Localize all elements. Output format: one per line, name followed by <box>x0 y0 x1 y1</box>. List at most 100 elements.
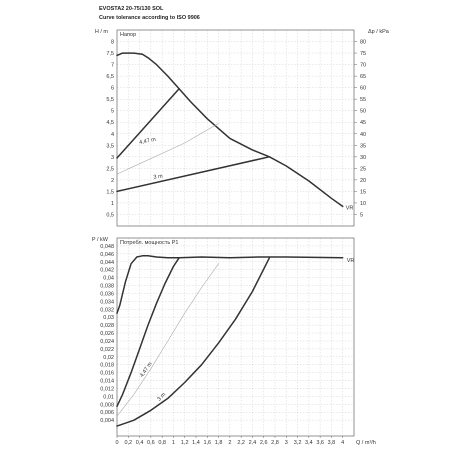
series-line-3-m <box>116 257 271 427</box>
x-tick-label: 3,8 <box>328 440 336 446</box>
y-tick-label: 0,5 <box>106 212 114 218</box>
y2-tick-label: 55 <box>360 97 366 103</box>
x-tick-label: 3,6 <box>316 440 324 446</box>
x-tick-label: 0,2 <box>124 440 132 446</box>
y-tick-label: 3 <box>111 155 114 161</box>
x-tick-label: 1,8 <box>215 440 223 446</box>
y-tick-label: 6,5 <box>106 74 114 80</box>
x-tick-label: 4 <box>341 440 344 446</box>
y-tick-label: 2,5 <box>106 166 114 172</box>
y-tick-label: 0,024 <box>100 339 114 345</box>
y-tick-label: 0,034 <box>100 299 114 305</box>
y2-tick-label: 70 <box>360 63 366 69</box>
y2-tick-label: 5 <box>360 212 363 218</box>
y2-tick-label: 60 <box>360 86 366 92</box>
x-tick-label: 3 <box>285 440 288 446</box>
series-line-curve-1 <box>116 257 180 408</box>
x-tick-label: 2 <box>228 440 231 446</box>
series-line-4-47-m <box>116 263 219 417</box>
series-line-vr <box>116 52 344 208</box>
y-tick-label: 4 <box>111 132 114 138</box>
x-tick-label: 1,6 <box>203 440 211 446</box>
curve-label-4-47m: 4,47 m <box>139 361 154 379</box>
y-tick-label: 0,008 <box>100 402 114 408</box>
y-tick-label: 2 <box>111 178 114 184</box>
y-tick-label: 7,5 <box>106 51 114 57</box>
chart-header-title: EVOSTA2 20-75/130 SOL <box>99 6 164 12</box>
x-tick-label: 0,6 <box>147 440 155 446</box>
y-tick-label: 5,5 <box>106 97 114 103</box>
curve-label-vr: VR <box>347 258 355 264</box>
y-tick-label: 0,046 <box>100 252 114 258</box>
y-tick-label: 1,5 <box>106 189 114 195</box>
x-tick-label: 1,2 <box>181 440 189 446</box>
y2-tick-label: 35 <box>360 143 366 149</box>
y-tick-label: 0,012 <box>100 386 114 392</box>
y2-tick-label: 80 <box>360 40 366 46</box>
y-axis-label: H / m <box>95 29 109 35</box>
y2-tick-label: 40 <box>360 132 366 138</box>
x-tick-label: 2,6 <box>260 440 268 446</box>
y-tick-label: 0,026 <box>100 331 114 337</box>
x-axis-label: Q / m³/h <box>356 440 376 446</box>
y-tick-label: 0,014 <box>100 379 114 385</box>
curve-label-vr: VR <box>346 205 354 211</box>
x-tick-label: 1 <box>172 440 175 446</box>
y-tick-label: 0,03 <box>103 315 114 321</box>
y-tick-label: 8 <box>111 40 114 46</box>
x-tick-label: 1,4 <box>192 440 200 446</box>
panel-title: Напор <box>120 32 136 38</box>
x-tick-label: 0,8 <box>158 440 166 446</box>
x-tick-label: 0,4 <box>136 440 144 446</box>
series-line-vr <box>116 255 344 314</box>
y-tick-label: 0,028 <box>100 323 114 329</box>
y-tick-label: 7 <box>111 63 114 69</box>
x-tick-label: 2,2 <box>237 440 245 446</box>
panel-title: Потребл. мощность P1 <box>120 240 179 246</box>
y2-tick-label: 45 <box>360 120 366 126</box>
y-tick-label: 5 <box>111 109 114 115</box>
curve-label-3m: 3 m <box>156 392 167 403</box>
y-tick-label: 0,038 <box>100 284 114 290</box>
y-tick-label: 0,036 <box>100 291 114 297</box>
y-tick-label: 6 <box>111 86 114 92</box>
y-tick-label: 0,006 <box>100 410 114 416</box>
y-tick-label: 0,022 <box>100 347 114 353</box>
y-tick-label: 4,5 <box>106 120 114 126</box>
y2-tick-label: 10 <box>360 201 366 207</box>
y2-tick-label: 50 <box>360 109 366 115</box>
series-line-4-47-m <box>116 123 219 175</box>
head-chart-panel: 0,5 1 1,5 2 2,5 3 3,5 4 4,5 5 5,5 6 6,5 7 7,5 8 5 10 15 20 2… <box>95 29 390 227</box>
y2-tick-label: 25 <box>360 166 366 172</box>
x-tick-label: 2,4 <box>249 440 257 446</box>
y-tick-label: 0,042 <box>100 268 114 274</box>
y-tick-label: 0,02 <box>103 355 114 361</box>
y-axis-label: P / kW <box>92 237 109 243</box>
x-tick-label: 2,8 <box>271 440 279 446</box>
plot-frame <box>116 29 355 227</box>
y-tick-label: 0,04 <box>103 276 114 282</box>
y2-tick-label: 15 <box>360 189 366 195</box>
y-tick-label: 0,048 <box>100 244 114 250</box>
y-tick-label: 1 <box>111 201 114 207</box>
y-tick-label: 0,01 <box>103 394 114 400</box>
y2-tick-label: 30 <box>360 155 366 161</box>
y2-tick-label: 65 <box>360 74 366 80</box>
y-tick-label: 0,018 <box>100 363 114 369</box>
x-tick-label: 3,2 <box>294 440 302 446</box>
y2-axis-label: Δp / kPa <box>368 29 390 35</box>
y-tick-label: 3,5 <box>106 143 114 149</box>
y2-tick-label: 75 <box>360 51 366 57</box>
curve-label-4-47m: 4,47 m <box>139 137 157 146</box>
y-tick-label: 0,004 <box>100 418 114 424</box>
y-tick-label: 0,016 <box>100 371 114 377</box>
y-tick-label: 0,044 <box>100 260 114 266</box>
x-tick-label: 3,4 <box>305 440 313 446</box>
chart-header-subtitle: Curve tolerance according to ISO 9906 <box>99 15 200 21</box>
plot-frame <box>116 237 355 437</box>
series-line-3-m <box>116 156 271 193</box>
series-line-curve-1 <box>116 88 180 159</box>
y-tick-label: 0,032 <box>100 307 114 313</box>
